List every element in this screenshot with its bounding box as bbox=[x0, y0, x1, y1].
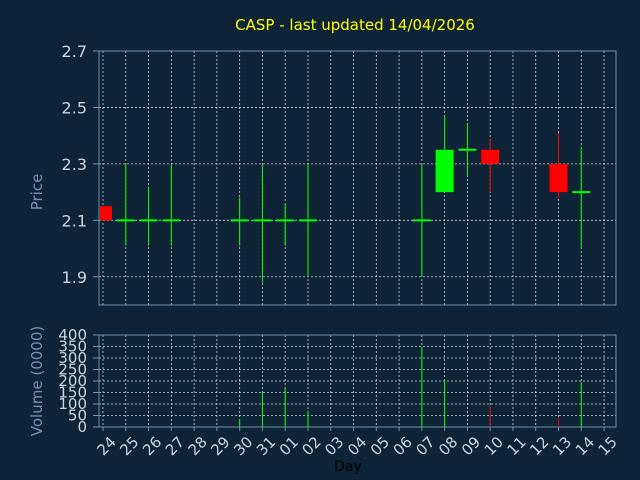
price-tick-label: 2.7 bbox=[62, 42, 87, 61]
price-tick-label: 2.1 bbox=[62, 211, 87, 230]
price-tick-label: 2.5 bbox=[62, 98, 87, 117]
x-tick-label: 15 bbox=[595, 433, 621, 459]
price-axis-label: Price bbox=[28, 174, 46, 211]
candle-body bbox=[100, 206, 112, 221]
volume-tick-label: 50 bbox=[68, 407, 87, 425]
chart-title: CASP - last updated 14/04/2026 bbox=[235, 16, 475, 34]
volume-tick-label: 250 bbox=[58, 361, 87, 379]
volume-tick-label: 200 bbox=[58, 372, 87, 390]
volume-tick-label: 400 bbox=[58, 326, 87, 344]
volume-tick-label: 350 bbox=[58, 338, 87, 356]
price-panel: 1.9 2.1 2.3 2.5 2.7 bbox=[62, 42, 617, 306]
volume-tick-label: 0 bbox=[77, 418, 87, 436]
price-tick-label: 2.3 bbox=[62, 155, 87, 174]
candle-body bbox=[481, 149, 500, 164]
x-axis-label: Day bbox=[334, 459, 362, 475]
price-panel-frame bbox=[98, 50, 617, 306]
volume-tick-label: 300 bbox=[58, 349, 87, 367]
candle-body bbox=[549, 163, 568, 193]
volume-panel-frame bbox=[98, 334, 617, 428]
volume-tick-label: 150 bbox=[58, 384, 87, 402]
volume-axis-label: Volume (0000) bbox=[28, 326, 46, 436]
volume-tick-label: 100 bbox=[58, 395, 87, 413]
x-axis-ticks: 2425262728293031010203040506070809101112… bbox=[94, 427, 621, 459]
candle-body bbox=[435, 149, 454, 193]
price-tick-label: 1.9 bbox=[62, 268, 87, 287]
